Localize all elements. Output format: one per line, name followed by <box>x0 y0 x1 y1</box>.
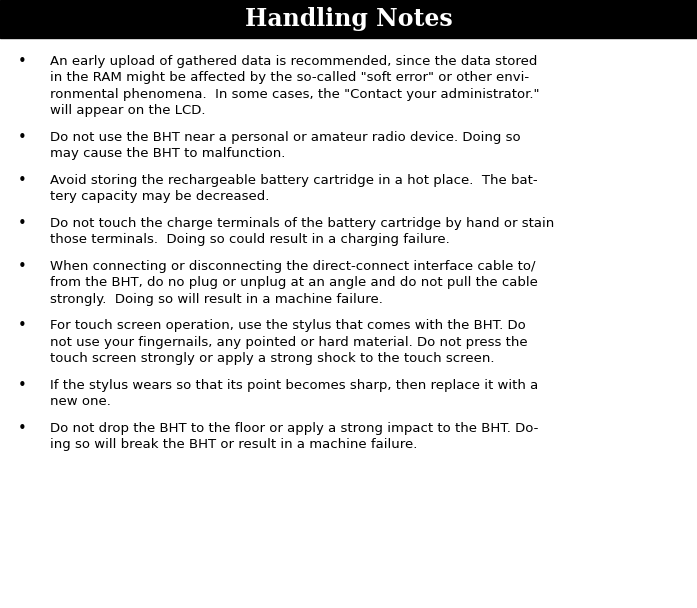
Text: If the stylus wears so that its point becomes sharp, then replace it with a: If the stylus wears so that its point be… <box>50 379 538 392</box>
Text: new one.: new one. <box>50 395 111 408</box>
Text: ronmental phenomena.  In some cases, the "Contact your administrator.": ronmental phenomena. In some cases, the … <box>50 88 539 101</box>
Text: When connecting or disconnecting the direct-connect interface cable to/: When connecting or disconnecting the dir… <box>50 260 535 273</box>
Text: strongly.  Doing so will result in a machine failure.: strongly. Doing so will result in a mach… <box>50 292 383 306</box>
Text: ing so will break the BHT or result in a machine failure.: ing so will break the BHT or result in a… <box>50 438 418 451</box>
Text: •: • <box>17 130 26 145</box>
Text: Handling Notes: Handling Notes <box>245 7 452 31</box>
Text: For touch screen operation, use the stylus that comes with the BHT. Do: For touch screen operation, use the styl… <box>50 319 526 332</box>
Text: •: • <box>17 421 26 436</box>
Text: •: • <box>17 258 26 274</box>
Bar <box>0 0 697 38</box>
Text: Do not touch the charge terminals of the battery cartridge by hand or stain: Do not touch the charge terminals of the… <box>50 216 554 230</box>
Text: from the BHT, do no plug or unplug at an angle and do not pull the cable: from the BHT, do no plug or unplug at an… <box>50 276 538 289</box>
Text: •: • <box>17 318 26 333</box>
Text: An early upload of gathered data is recommended, since the data stored: An early upload of gathered data is reco… <box>50 55 537 67</box>
Text: •: • <box>17 54 26 69</box>
Text: •: • <box>17 378 26 393</box>
Text: •: • <box>17 216 26 230</box>
Text: those terminals.  Doing so could result in a charging failure.: those terminals. Doing so could result i… <box>50 233 450 246</box>
Text: may cause the BHT to malfunction.: may cause the BHT to malfunction. <box>50 147 285 160</box>
Text: Avoid storing the rechargeable battery cartridge in a hot place.  The bat-: Avoid storing the rechargeable battery c… <box>50 174 537 187</box>
Text: not use your fingernails, any pointed or hard material. Do not press the: not use your fingernails, any pointed or… <box>50 336 528 349</box>
Text: Do not drop the BHT to the floor or apply a strong impact to the BHT. Do-: Do not drop the BHT to the floor or appl… <box>50 422 538 435</box>
Text: touch screen strongly or apply a strong shock to the touch screen.: touch screen strongly or apply a strong … <box>50 352 494 365</box>
Text: in the RAM might be affected by the so-called "soft error" or other envi-: in the RAM might be affected by the so-c… <box>50 71 529 84</box>
Text: Do not use the BHT near a personal or amateur radio device. Doing so: Do not use the BHT near a personal or am… <box>50 131 521 143</box>
Text: •: • <box>17 173 26 188</box>
Text: will appear on the LCD.: will appear on the LCD. <box>50 104 206 117</box>
Text: tery capacity may be decreased.: tery capacity may be decreased. <box>50 190 269 203</box>
